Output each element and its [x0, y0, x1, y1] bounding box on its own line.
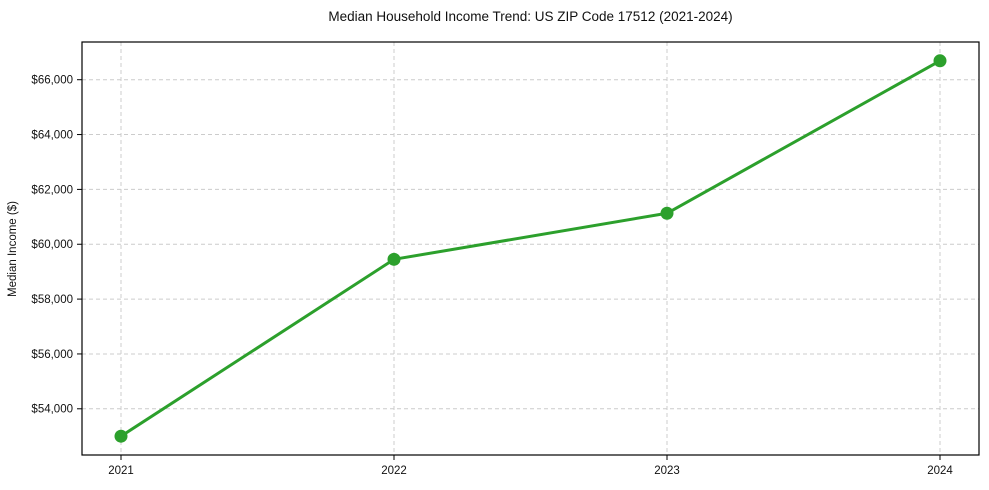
- data-point-2023: [660, 206, 674, 220]
- x-tick-label: 2021: [108, 465, 134, 477]
- y-tick-label: $62,000: [31, 184, 73, 196]
- y-tick-label: $64,000: [31, 129, 73, 141]
- y-tick-label: $54,000: [31, 404, 73, 416]
- y-tick-label: $60,000: [31, 239, 73, 251]
- data-point-2024: [933, 54, 947, 68]
- y-tick-label: $56,000: [31, 349, 73, 361]
- x-tick-label: 2023: [654, 465, 680, 477]
- data-point-2022: [387, 252, 401, 266]
- y-tick-label: $58,000: [31, 294, 73, 306]
- data-point-2021: [114, 429, 128, 443]
- x-tick-label: 2022: [381, 465, 407, 477]
- y-tick-label: $66,000: [31, 75, 73, 87]
- plot-border: [81, 41, 980, 456]
- x-tick-label: 2024: [927, 465, 953, 477]
- trend-line: [119, 59, 942, 438]
- chart-title: Median Household Income Trend: US ZIP Co…: [328, 9, 733, 24]
